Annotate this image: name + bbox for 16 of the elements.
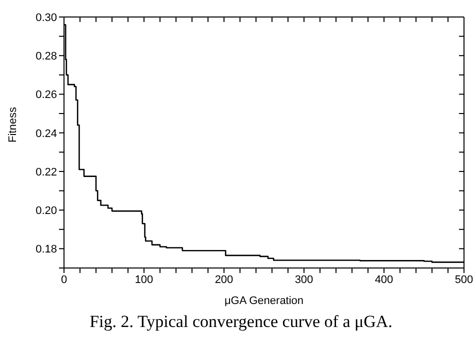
x-tick-label: 100 <box>134 274 154 286</box>
y-tick-label: 0.30 <box>36 12 57 24</box>
y-tick-label: 0.20 <box>36 204 57 217</box>
y-axis-title: Fitness <box>6 106 19 142</box>
x-tick-label: 500 <box>454 274 474 286</box>
y-tick-label: 0.22 <box>36 166 57 178</box>
y-tick-label: 0.26 <box>36 89 57 102</box>
x-tick-label: 200 <box>214 274 234 286</box>
x-axis-title: μGA Generation <box>224 295 304 307</box>
caption: Fig. 2. Typical convergence curve of a μGA. <box>88 312 394 332</box>
y-tick-label: 0.28 <box>36 50 57 63</box>
y-tick-label: 0.18 <box>36 244 57 256</box>
y-tick-label: 0.24 <box>36 128 57 140</box>
x-tick-label: 400 <box>374 274 394 286</box>
x-tick-label: 0 <box>60 274 68 286</box>
x-tick-label: 300 <box>294 274 314 286</box>
